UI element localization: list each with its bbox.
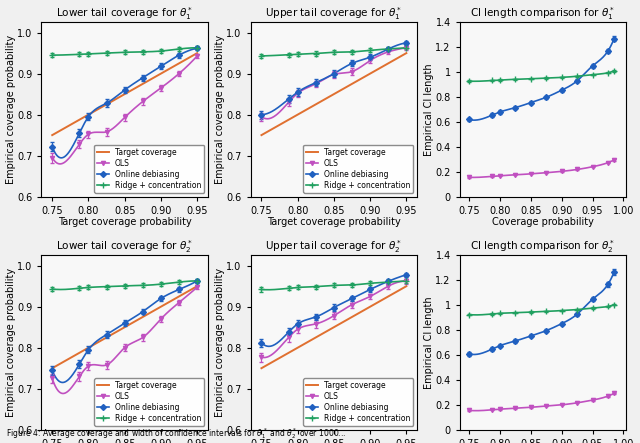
Y-axis label: Empirical CI length: Empirical CI length — [424, 296, 434, 389]
Title: Upper tail coverage for $\theta_2^*$: Upper tail coverage for $\theta_2^*$ — [266, 239, 403, 256]
Title: Upper tail coverage for $\theta_1^*$: Upper tail coverage for $\theta_1^*$ — [266, 6, 403, 22]
Legend: Target coverage, OLS, Online debiasing, Ridge + concentration: Target coverage, OLS, Online debiasing, … — [303, 378, 413, 426]
Y-axis label: Empirical coverage probability: Empirical coverage probability — [215, 268, 225, 417]
X-axis label: Coverage probability: Coverage probability — [492, 217, 594, 227]
Title: CI length comparison for $\theta_2^*$: CI length comparison for $\theta_2^*$ — [470, 239, 616, 256]
X-axis label: Target coverage probability: Target coverage probability — [267, 217, 401, 227]
Title: Lower tail coverage for $\theta_2^*$: Lower tail coverage for $\theta_2^*$ — [56, 239, 193, 256]
Y-axis label: Empirical CI length: Empirical CI length — [424, 63, 434, 156]
Legend: Target coverage, OLS, Online debiasing, Ridge + concentration: Target coverage, OLS, Online debiasing, … — [94, 378, 204, 426]
Legend: Target coverage, OLS, Online debiasing, Ridge + concentration: Target coverage, OLS, Online debiasing, … — [94, 145, 204, 193]
X-axis label: Target coverage probability: Target coverage probability — [58, 217, 191, 227]
Y-axis label: Empirical coverage probability: Empirical coverage probability — [6, 35, 15, 184]
Y-axis label: Empirical coverage probability: Empirical coverage probability — [6, 268, 15, 417]
Title: CI length comparison for $\theta_1^*$: CI length comparison for $\theta_1^*$ — [470, 6, 616, 22]
Text: Figure 4: Average coverage and width of confidence intervals for $\theta_1^*$ an: Figure 4: Average coverage and width of … — [6, 426, 347, 441]
Legend: Target coverage, OLS, Online debiasing, Ridge + concentration: Target coverage, OLS, Online debiasing, … — [303, 145, 413, 193]
Title: Lower tail coverage for $\theta_1^*$: Lower tail coverage for $\theta_1^*$ — [56, 6, 193, 22]
Y-axis label: Empirical coverage probability: Empirical coverage probability — [215, 35, 225, 184]
